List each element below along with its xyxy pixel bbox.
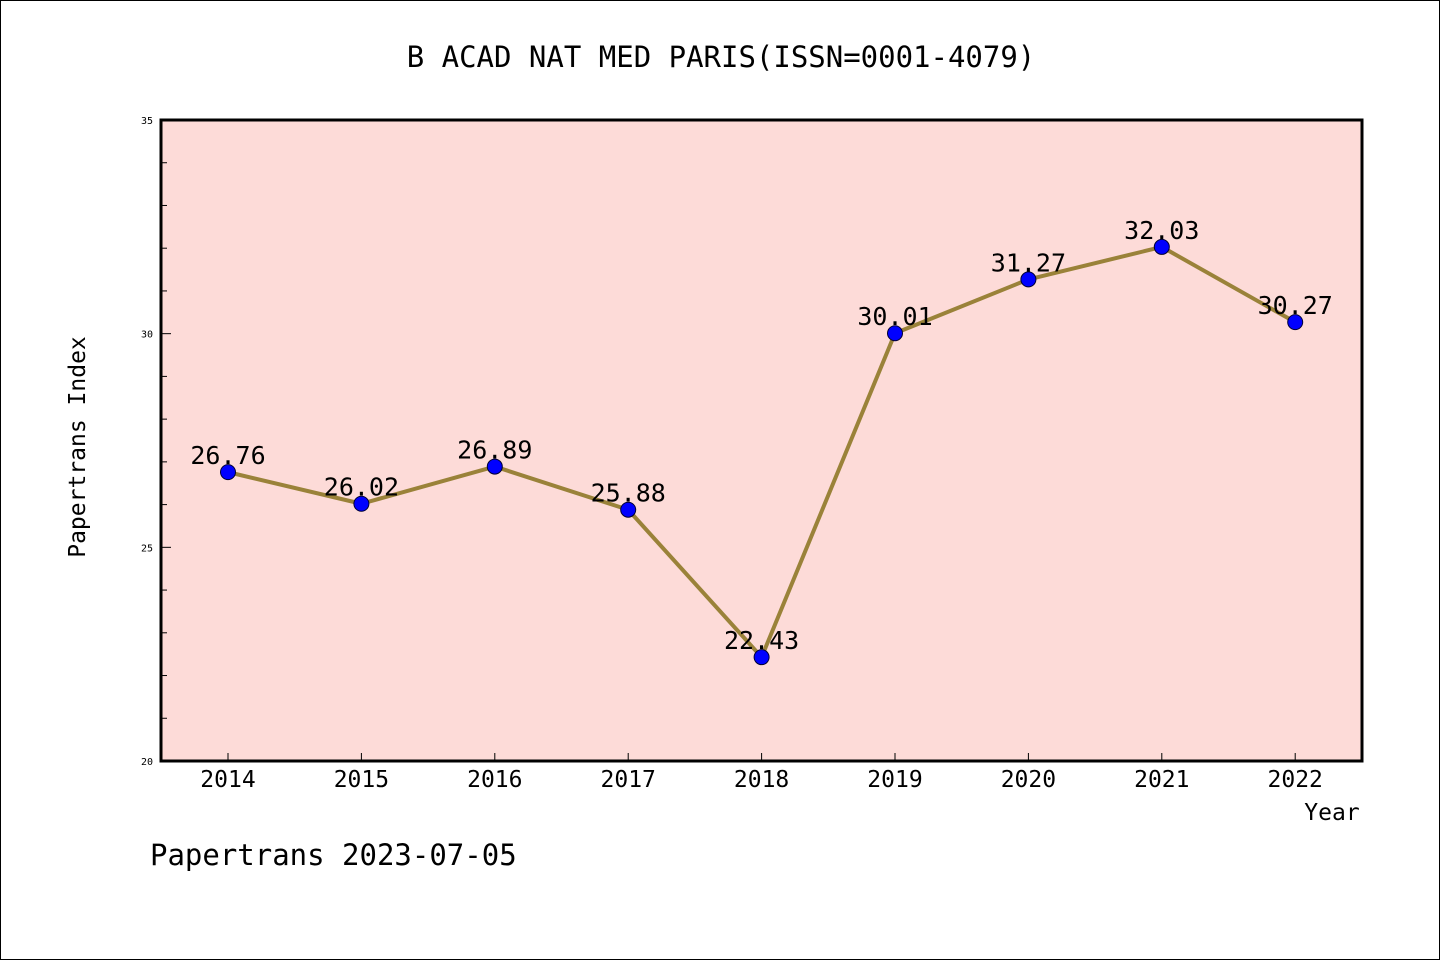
data-point [620,501,637,518]
x-axis-label: Year [1304,800,1359,826]
x-tick-label: 2019 [867,767,922,793]
data-label: 25.88 [591,479,666,508]
data-label: 22.43 [724,626,799,655]
y-tick-label: 25 [141,543,153,554]
data-labels: 26.76 26.02 26.89 25.88 22.43 30.01 31.27 32.03… [190,216,1332,655]
chart-title: B ACAD NAT MED PARIS(ISSN=0001-4079) [407,40,1036,74]
data-point [1020,271,1037,288]
data-label: 26.02 [324,473,399,502]
y-tick-label: 35 [141,116,153,127]
data-point [1153,238,1170,255]
data-label: 26.89 [457,436,532,465]
data-label: 26.76 [190,441,265,470]
data-point [220,464,236,481]
data-label: 32.03 [1124,216,1199,245]
x-tick-label: 2020 [1001,767,1056,793]
data-point [1287,314,1304,331]
data-point [887,325,903,342]
y-axis-label: Papertrans Index [65,336,91,558]
data-label: 31.27 [991,248,1066,277]
x-tick-label: 2021 [1134,767,1189,793]
data-markers [220,238,1304,666]
x-tick-label: 2022 [1268,767,1323,793]
x-tick-label: 2014 [200,767,255,793]
y-axis-ticks: 20 25 30 35 [141,116,153,768]
x-tick-label: 2017 [601,767,656,793]
data-label: 30.27 [1258,291,1333,320]
x-tick-label: 2016 [467,767,522,793]
plot-border [159,118,1364,763]
x-axis-ticks: 2014 2015 2016 2017 2018 2019 2020 2021 2022 [200,753,1323,793]
footer-text: Papertrans 2023-07-05 [150,838,517,872]
data-point [353,495,370,512]
data-point [753,649,770,666]
x-tick-label: 2015 [334,767,389,793]
y-tick-label: 30 [141,330,153,341]
y-tick-label: 20 [141,757,153,768]
data-point [486,458,503,475]
x-tick-label: 2018 [734,767,789,793]
data-label: 30.01 [857,302,932,331]
